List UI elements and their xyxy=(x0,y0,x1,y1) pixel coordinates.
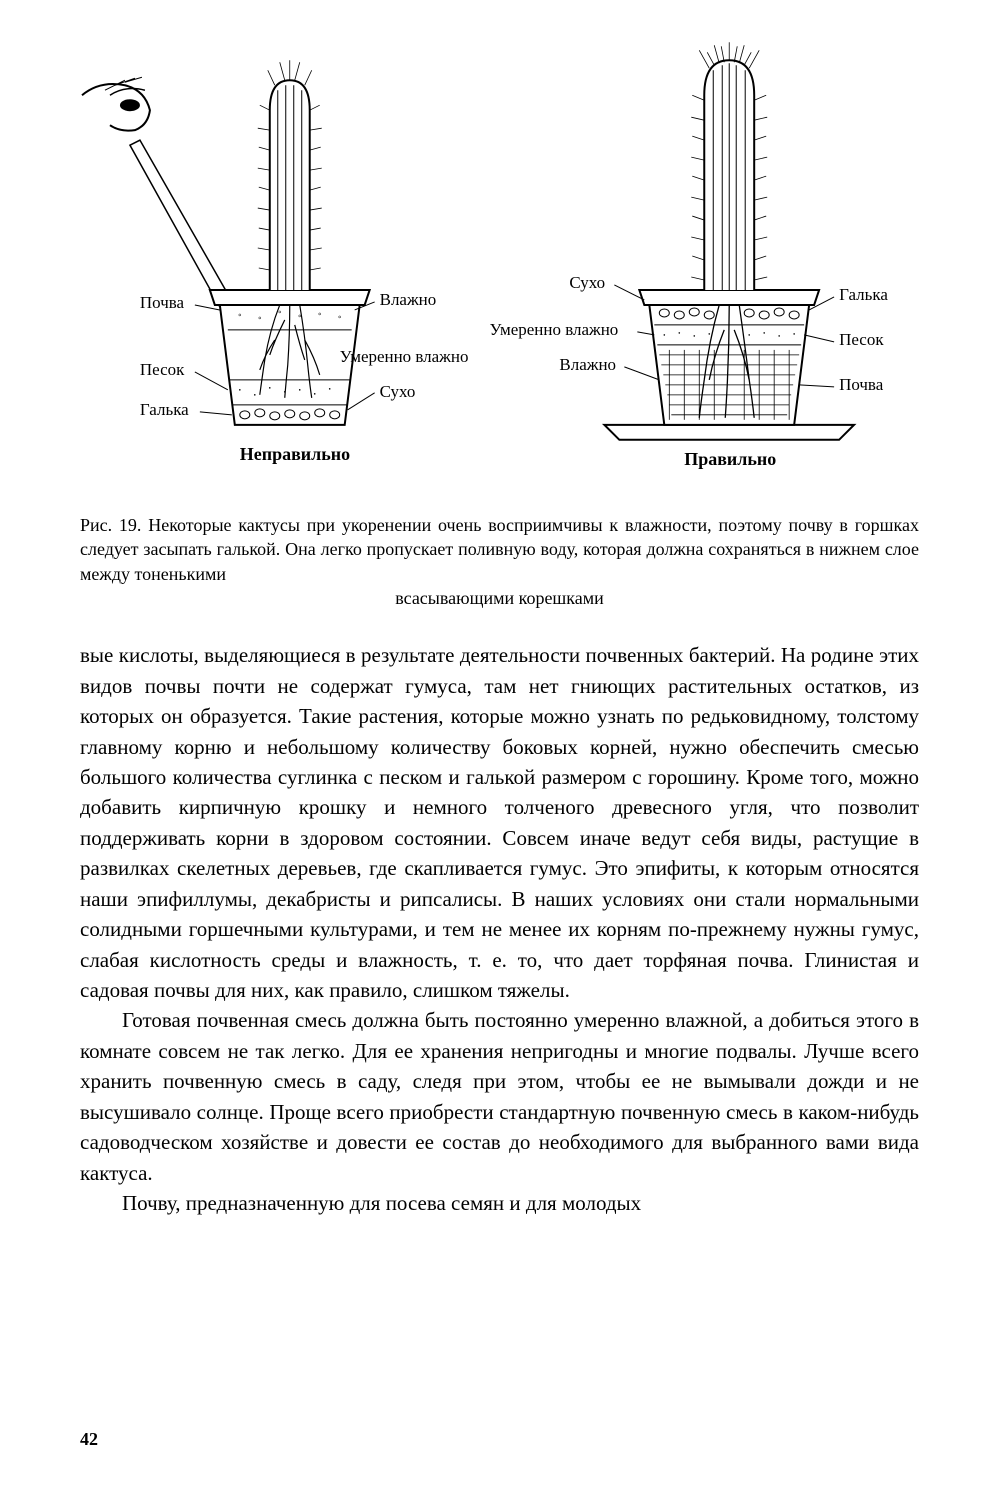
face-profile xyxy=(82,77,150,130)
label-right-galka: Галька xyxy=(839,285,888,304)
label-correct: Правильно xyxy=(684,449,776,469)
label-left-galka: Галька xyxy=(140,400,189,419)
figure-19-illustration: Почва Песок Галька Влажно Умеренно влажн… xyxy=(80,40,919,500)
label-mid-sukho: Сухо xyxy=(380,382,416,401)
label-right-sukho: Сухо xyxy=(569,273,605,292)
label-right-umerenno: Умеренно влажно xyxy=(490,320,619,339)
label-left-pesok: Песок xyxy=(140,360,185,379)
paragraph-1: вые кислоты, выделяющиеся в результате д… xyxy=(80,640,919,1005)
label-right-pesok: Песок xyxy=(839,330,884,349)
figure-19-container: Почва Песок Галька Влажно Умеренно влажн… xyxy=(80,40,919,610)
label-right-vlazhno: Влажно xyxy=(559,355,616,374)
label-mid-umerenno1: Умеренно влажно xyxy=(340,347,469,366)
caption-text-2: всасывающими корешками xyxy=(80,586,919,610)
caption-text-1: Рис. 19. Некоторые кактусы при укоренени… xyxy=(80,515,919,584)
page-number: 42 xyxy=(80,1429,98,1450)
label-left-pochva: Почва xyxy=(140,293,185,312)
body-text: вые кислоты, выделяющиеся в результате д… xyxy=(80,640,919,1218)
label-mid-vlazhno: Влажно xyxy=(380,290,437,309)
label-wrong: Неправильно xyxy=(240,444,350,464)
label-right-pochva: Почва xyxy=(839,375,884,394)
figure-caption: Рис. 19. Некоторые кактусы при укоренени… xyxy=(80,513,919,610)
right-pot xyxy=(604,290,854,440)
left-cactus xyxy=(258,60,322,290)
paragraph-2: Готовая почвенная смесь должна быть пост… xyxy=(80,1005,919,1188)
paragraph-3: Почву, предназначенную для посева семян … xyxy=(80,1188,919,1218)
right-cactus xyxy=(691,42,767,290)
